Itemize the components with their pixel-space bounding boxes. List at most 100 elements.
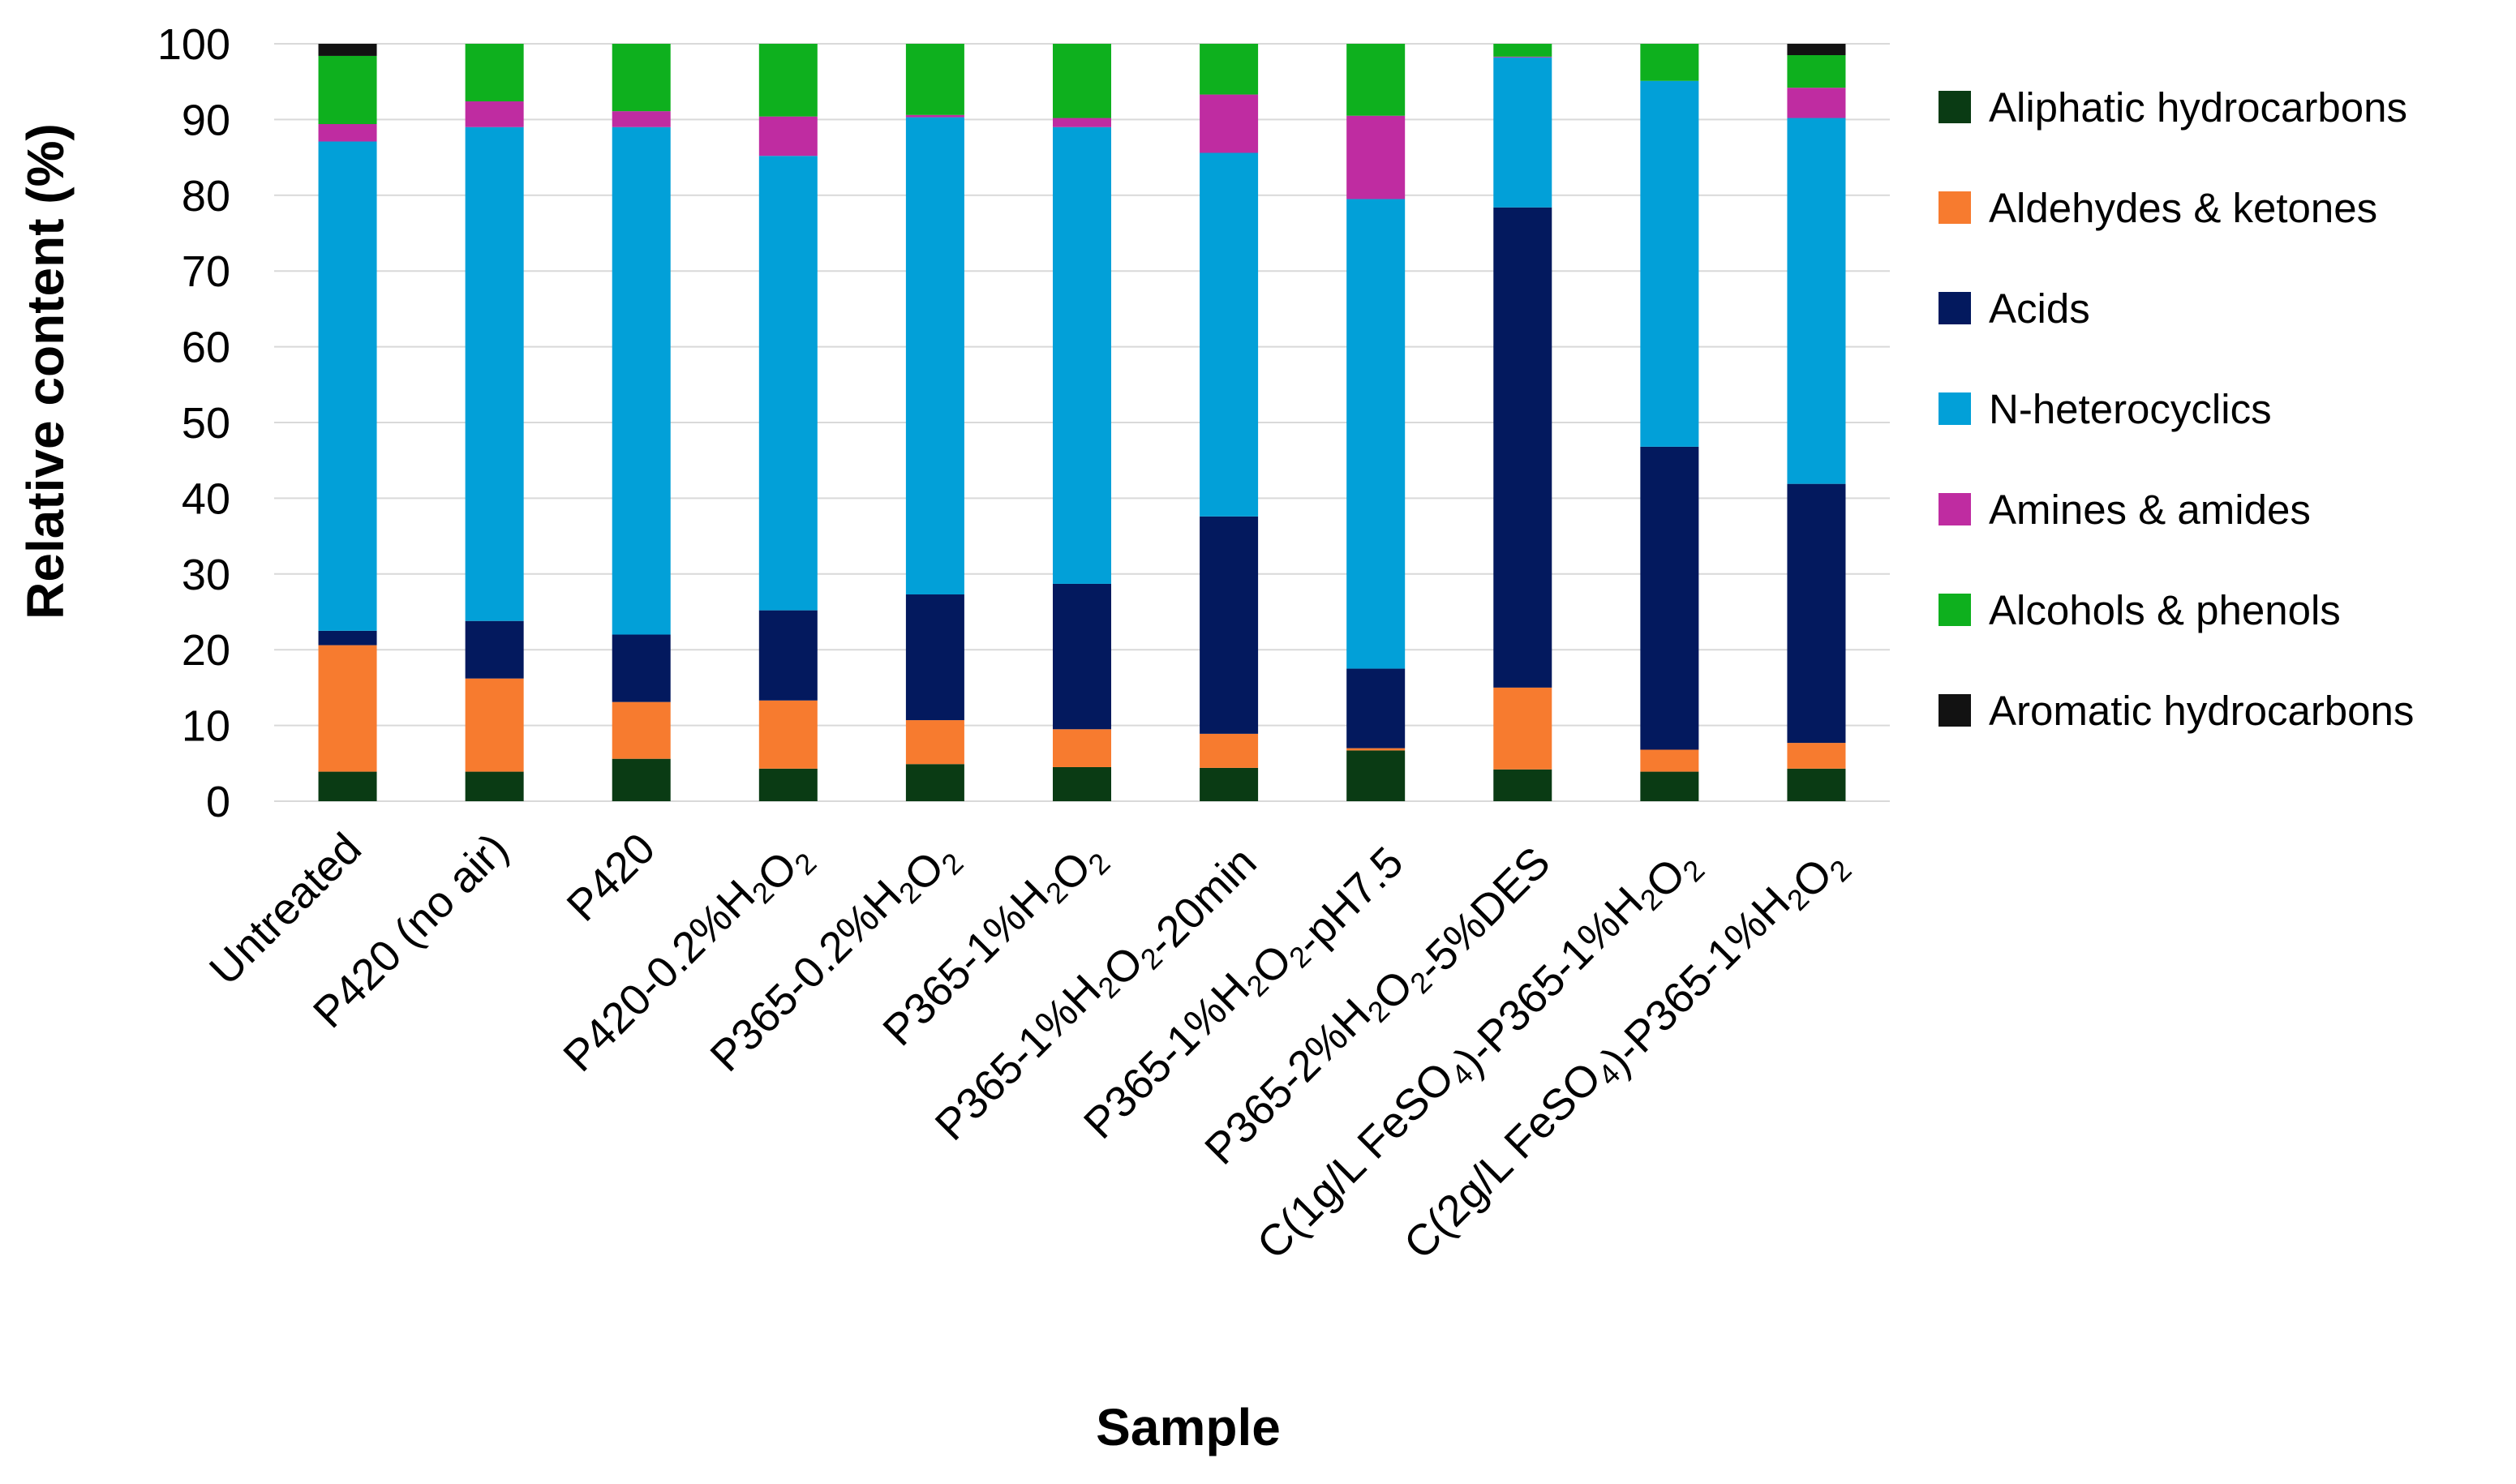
y-tick-label: 70 [182,247,230,296]
bar-segment-alcohols-phenols [1493,44,1552,57]
y-tick-label: 100 [157,20,230,69]
x-axis-title: Sample [1096,1398,1281,1456]
legend-swatch-aliphatic-hydrocarbons [1939,91,1971,123]
bar-segment-aromatic-hydrocarbons [1787,44,1846,56]
legend-label: Aromatic hydrocarbons [1989,688,2414,734]
bar-segment-acids [1787,483,1846,744]
x-category-label: P365-0.2%H2O2 [701,824,969,1092]
legend-label: N-heterocyclics [1989,386,2272,432]
bar-segment-aromatic-hydrocarbons [318,44,377,56]
y-tick-label: 60 [182,324,230,372]
legend-swatch-aldehydes-ketones [1939,191,1971,224]
bar-segment-n-heterocyclics [905,117,964,595]
bar-segment-acids [1640,446,1699,750]
bar-segment-aldehydes-ketones [905,720,964,765]
bar-segment-alcohols-phenols [1640,44,1699,81]
bar-segment-aliphatic-hydrocarbons [1640,771,1699,801]
bar-segment-amines-amides [1493,56,1552,58]
bar-segment-acids [1053,583,1111,730]
bar-segment-aldehydes-ketones [1787,743,1846,769]
legend-label: Amines & amides [1989,487,2311,533]
bar-segment-aliphatic-hydrocarbons [612,758,671,801]
bar-segment-n-heterocyclics [1493,57,1552,208]
bar-segment-amines-amides [318,124,377,142]
bar-segment-aldehydes-ketones [465,678,524,772]
y-tick-label: 50 [182,399,230,448]
bar-segment-alcohols-phenols [905,44,964,115]
y-tick-label: 90 [182,96,230,144]
y-tick-label: 10 [182,702,230,751]
bar-segment-amines-amides [905,114,964,118]
bar-segment-alcohols-phenols [1787,55,1846,88]
bar-segment-aliphatic-hydrocarbons [1346,750,1406,801]
bar-segment-aliphatic-hydrocarbons [758,768,818,801]
bar-segment-aldehydes-ketones [1493,687,1552,770]
bar-segment-amines-amides [1787,88,1846,118]
bar-segment-n-heterocyclics [465,127,524,621]
bar-segment-n-heterocyclics [612,127,671,635]
bar-segment-aliphatic-hydrocarbons [465,771,524,801]
bar-segment-acids [1200,516,1259,734]
y-tick-label: 30 [182,551,230,599]
bar-segment-alcohols-phenols [318,55,377,125]
legend-swatch-acids [1939,292,1971,324]
bar-segment-amines-amides [1053,118,1111,127]
bar-segment-amines-amides [1200,94,1259,153]
legend: Aliphatic hydrocarbons Aldehydes & ketone… [1939,84,2414,734]
bar-segment-aldehydes-ketones [318,645,377,772]
legend-label: Acids [1989,285,2090,332]
bar-segment-alcohols-phenols [1053,44,1111,118]
bar-segment-n-heterocyclics [1053,127,1111,584]
bar-segment-aldehydes-ketones [1346,748,1406,751]
bars [318,44,1846,801]
legend-label: Aliphatic hydrocarbons [1989,84,2407,131]
bar-segment-acids [1346,668,1406,748]
bar-segment-aliphatic-hydrocarbons [1493,769,1552,801]
y-tick-label: 40 [182,474,230,523]
y-axis-ticks: 0 10 20 30 40 50 60 70 80 90 100 [157,20,230,826]
bar-segment-aliphatic-hydrocarbons [1053,766,1111,801]
bar-segment-n-heterocyclics [1346,199,1406,669]
y-tick-label: 20 [182,626,230,675]
bar-segment-acids [758,610,818,701]
bar-segment-amines-amides [465,101,524,127]
legend-swatch-n-heterocyclics [1939,392,1971,425]
bar-segment-aldehydes-ketones [1200,733,1259,768]
bar-segment-n-heterocyclics [1787,118,1846,484]
bar-segment-amines-amides [1346,115,1406,199]
bar-segment-alcohols-phenols [758,44,818,117]
legend-swatch-alcohols-phenols [1939,594,1971,626]
bar-segment-aldehydes-ketones [612,701,671,759]
bar-segment-n-heterocyclics [1200,152,1259,517]
bar-segment-alcohols-phenols [465,44,524,101]
bar-segment-alcohols-phenols [612,44,671,112]
bar-segment-alcohols-phenols [1200,44,1259,95]
bar-segment-acids [612,634,671,702]
bar-segment-amines-amides [612,111,671,127]
bar-segment-acids [318,630,377,645]
bar-segment-aldehydes-ketones [1640,749,1699,772]
bar-segment-aldehydes-ketones [1053,729,1111,767]
legend-swatch-amines-amides [1939,493,1971,525]
bar-segment-aliphatic-hydrocarbons [1200,767,1259,801]
bar-segment-n-heterocyclics [758,156,818,611]
y-tick-label: 0 [206,778,230,826]
legend-label: Aldehydes & ketones [1989,185,2377,231]
bar-segment-alcohols-phenols [1346,44,1406,116]
y-tick-label: 80 [182,172,230,221]
bar-segment-aliphatic-hydrocarbons [1787,768,1846,801]
bar-segment-acids [1493,207,1552,688]
bar-segment-aliphatic-hydrocarbons [905,764,964,801]
legend-label: Alcohols & phenols [1989,587,2341,633]
x-category-label: P420 [558,824,665,931]
bar-segment-acids [465,620,524,679]
bar-segment-n-heterocyclics [318,141,377,631]
bar-segment-acids [905,594,964,721]
bar-segment-aliphatic-hydrocarbons [318,771,377,801]
legend-swatch-aromatic-hydrocarbons [1939,694,1971,727]
bar-segment-amines-amides [758,116,818,157]
bar-segment-aldehydes-ketones [758,700,818,769]
bar-segment-n-heterocyclics [1640,80,1699,447]
